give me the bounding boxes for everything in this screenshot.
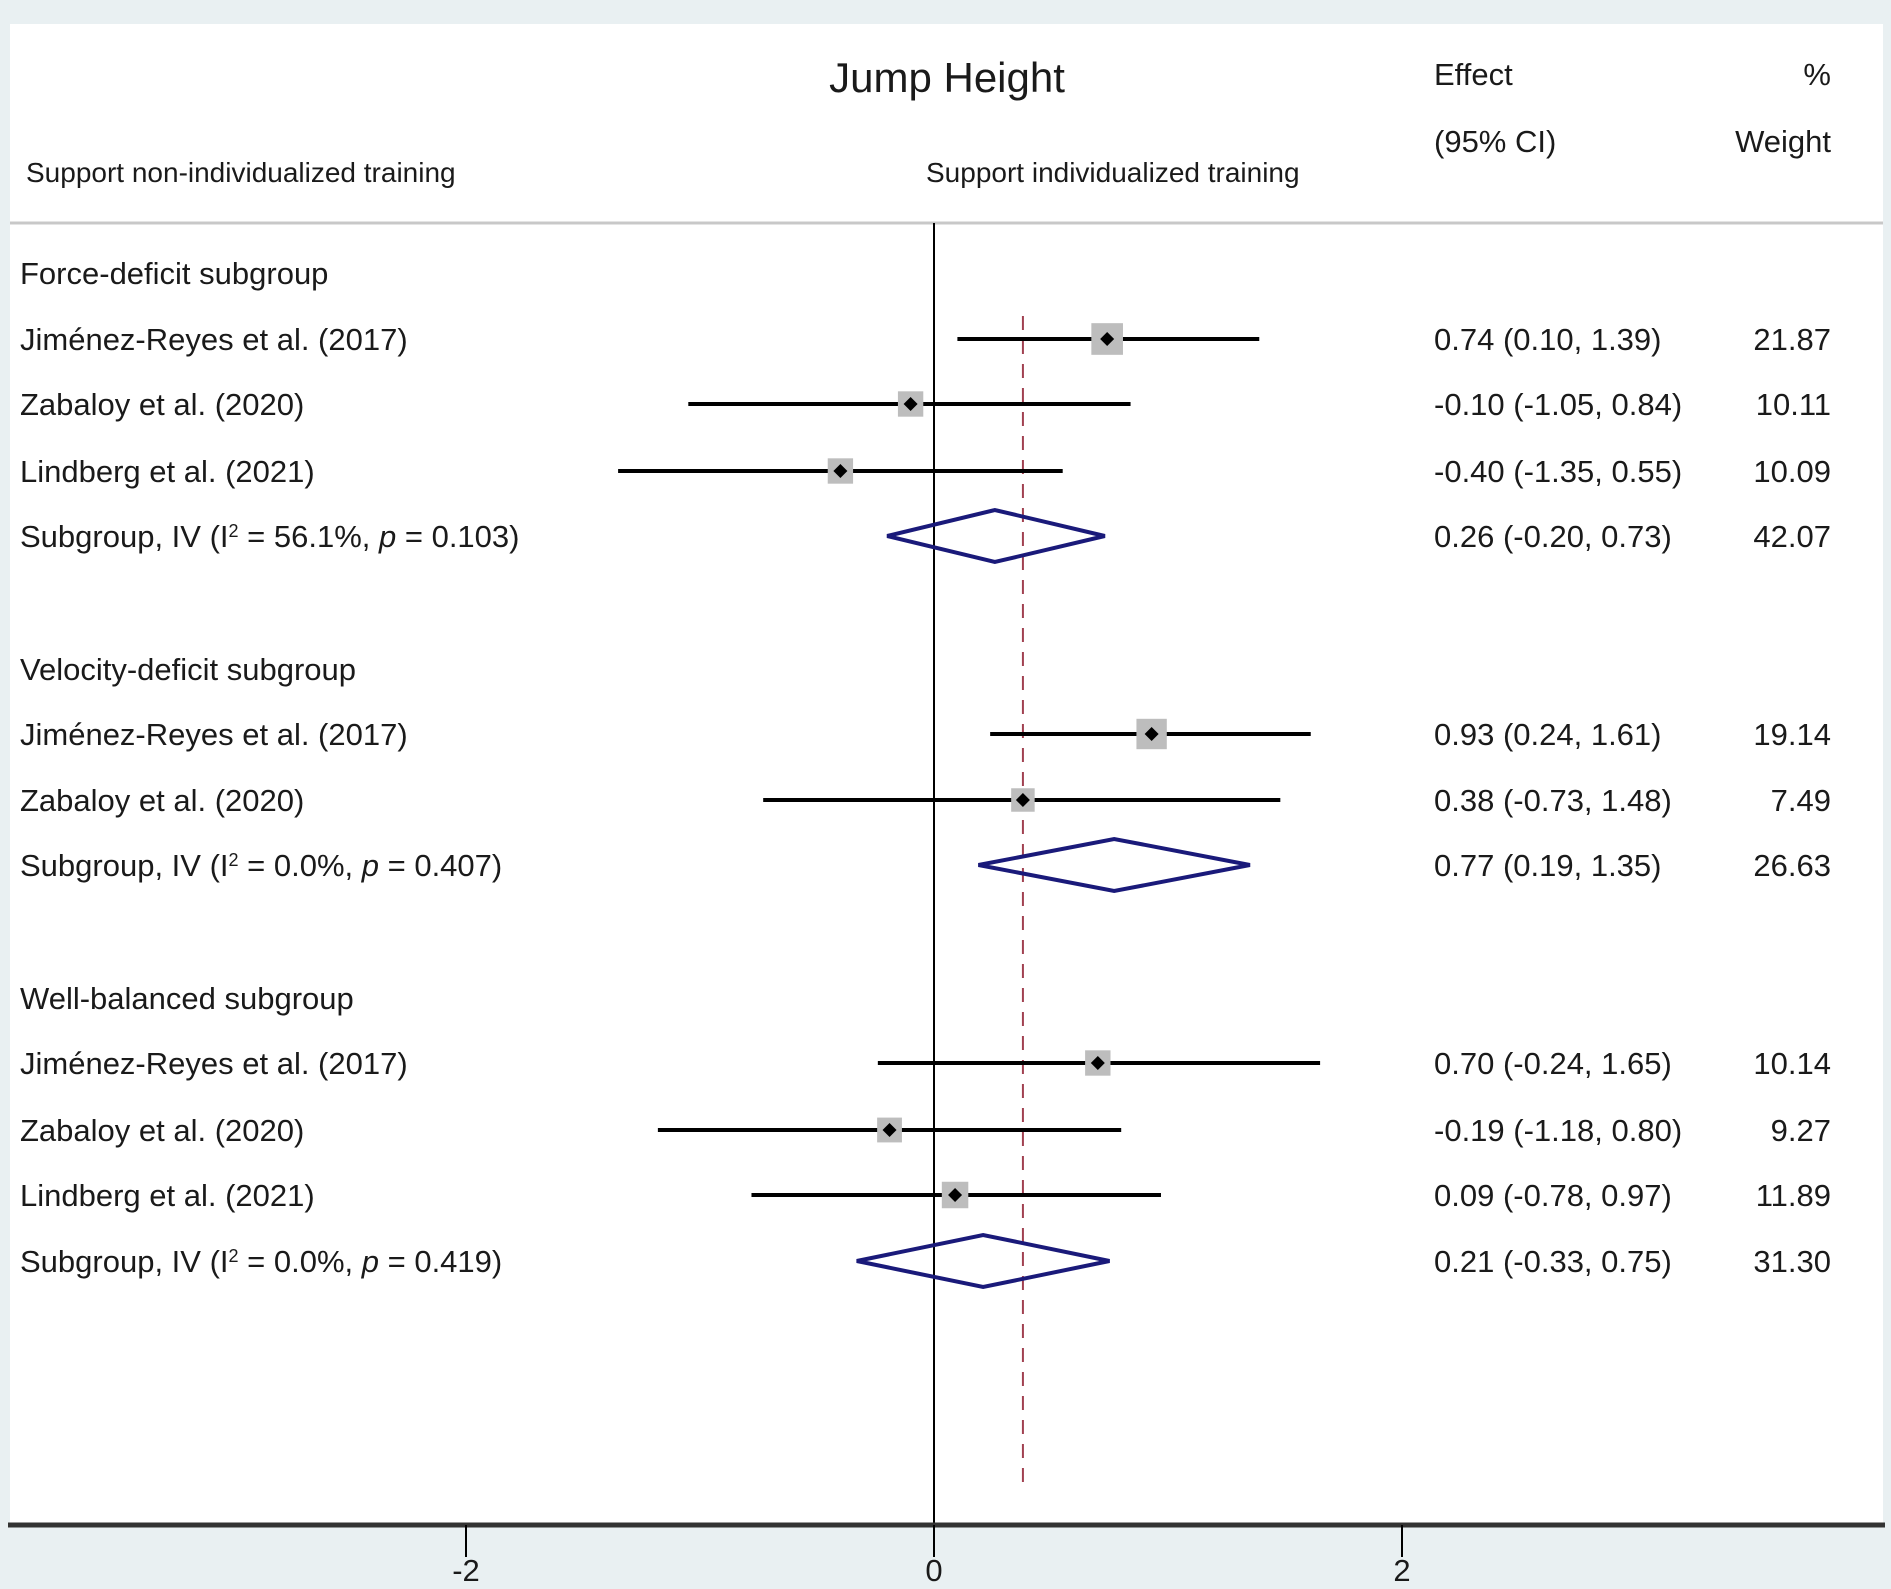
plot-panel xyxy=(10,24,1883,1524)
right-direction-label: Support individualized training xyxy=(926,157,1300,188)
weight-value: 31.30 xyxy=(1753,1244,1831,1279)
weight-value: 7.49 xyxy=(1771,783,1831,818)
point-estimate-marker xyxy=(1144,727,1159,741)
subgroup-summary-label: Subgroup, IV (I2 = 0.0%, p = 0.419) xyxy=(20,1244,502,1279)
point-estimate-marker xyxy=(1100,332,1115,346)
study-label: Jiménez-Reyes et al. (2017) xyxy=(20,322,408,357)
x-axis-tick-label: 0 xyxy=(925,1553,942,1588)
study-label: Zabaloy et al. (2020) xyxy=(20,1113,304,1148)
point-estimate-marker xyxy=(903,397,918,411)
weight-value: 10.14 xyxy=(1753,1046,1831,1081)
chart-title: Jump Height xyxy=(829,54,1065,101)
effect-ci-value: 0.93 (0.24, 1.61) xyxy=(1434,717,1662,752)
effect-ci-value: -0.40 (-1.35, 0.55) xyxy=(1434,454,1682,489)
weight-value: 42.07 xyxy=(1753,519,1831,554)
study-label: Jiménez-Reyes et al. (2017) xyxy=(20,717,408,752)
weight-header-line2: Weight xyxy=(1735,124,1831,159)
weight-value: 10.11 xyxy=(1756,387,1831,422)
left-direction-label: Support non-individualized training xyxy=(26,157,456,188)
subgroup-heading: Force-deficit subgroup xyxy=(20,256,328,291)
weight-value: 10.09 xyxy=(1753,454,1831,489)
point-estimate-marker xyxy=(1090,1056,1105,1070)
subgroup-diamond xyxy=(856,1232,1110,1290)
subgroup-heading: Velocity-deficit subgroup xyxy=(20,652,356,687)
effect-ci-value: 0.74 (0.10, 1.39) xyxy=(1434,322,1662,357)
weight-value: 19.14 xyxy=(1753,717,1831,752)
effect-ci-value: 0.26 (-0.20, 0.73) xyxy=(1434,519,1672,554)
effect-ci-value: 0.70 (-0.24, 1.65) xyxy=(1434,1046,1672,1081)
point-estimate-marker xyxy=(882,1123,897,1137)
x-axis-tick-label: 2 xyxy=(1393,1553,1410,1588)
subgroup-heading: Well-balanced subgroup xyxy=(20,981,354,1016)
subgroup-summary-label: Subgroup, IV (I2 = 0.0%, p = 0.407) xyxy=(20,848,502,883)
weight-header-line1: % xyxy=(1803,57,1831,92)
effect-ci-value: -0.19 (-1.18, 0.80) xyxy=(1434,1113,1682,1148)
x-axis-tick-label: -2 xyxy=(452,1553,480,1588)
study-label: Zabaloy et al. (2020) xyxy=(20,783,304,818)
subgroup-summary-label: Subgroup, IV (I2 = 56.1%, p = 0.103) xyxy=(20,519,519,554)
weight-value: 21.87 xyxy=(1753,322,1831,357)
study-label: Lindberg et al. (2021) xyxy=(20,454,315,489)
effect-ci-value: 0.09 (-0.78, 0.97) xyxy=(1434,1178,1672,1213)
effect-ci-value: -0.10 (-1.05, 0.84) xyxy=(1434,387,1682,422)
study-label: Lindberg et al. (2021) xyxy=(20,1178,315,1213)
effect-ci-value: 0.21 (-0.33, 0.75) xyxy=(1434,1244,1672,1279)
subgroup-diamond xyxy=(886,507,1106,565)
point-estimate-marker xyxy=(833,464,848,478)
effect-ci-value: 0.77 (0.19, 1.35) xyxy=(1434,848,1662,883)
effect-ci-value: 0.38 (-0.73, 1.48) xyxy=(1434,783,1672,818)
effect-header-line1: Effect xyxy=(1434,57,1513,92)
subgroup-diamond xyxy=(978,836,1251,894)
study-label: Jiménez-Reyes et al. (2017) xyxy=(20,1046,408,1081)
point-estimate-marker xyxy=(1015,793,1030,807)
weight-value: 11.89 xyxy=(1756,1178,1831,1213)
point-estimate-marker xyxy=(948,1188,963,1202)
effect-header-line2: (95% CI) xyxy=(1434,124,1556,159)
study-label: Zabaloy et al. (2020) xyxy=(20,387,304,422)
weight-value: 26.63 xyxy=(1753,848,1831,883)
weight-value: 9.27 xyxy=(1771,1113,1831,1148)
